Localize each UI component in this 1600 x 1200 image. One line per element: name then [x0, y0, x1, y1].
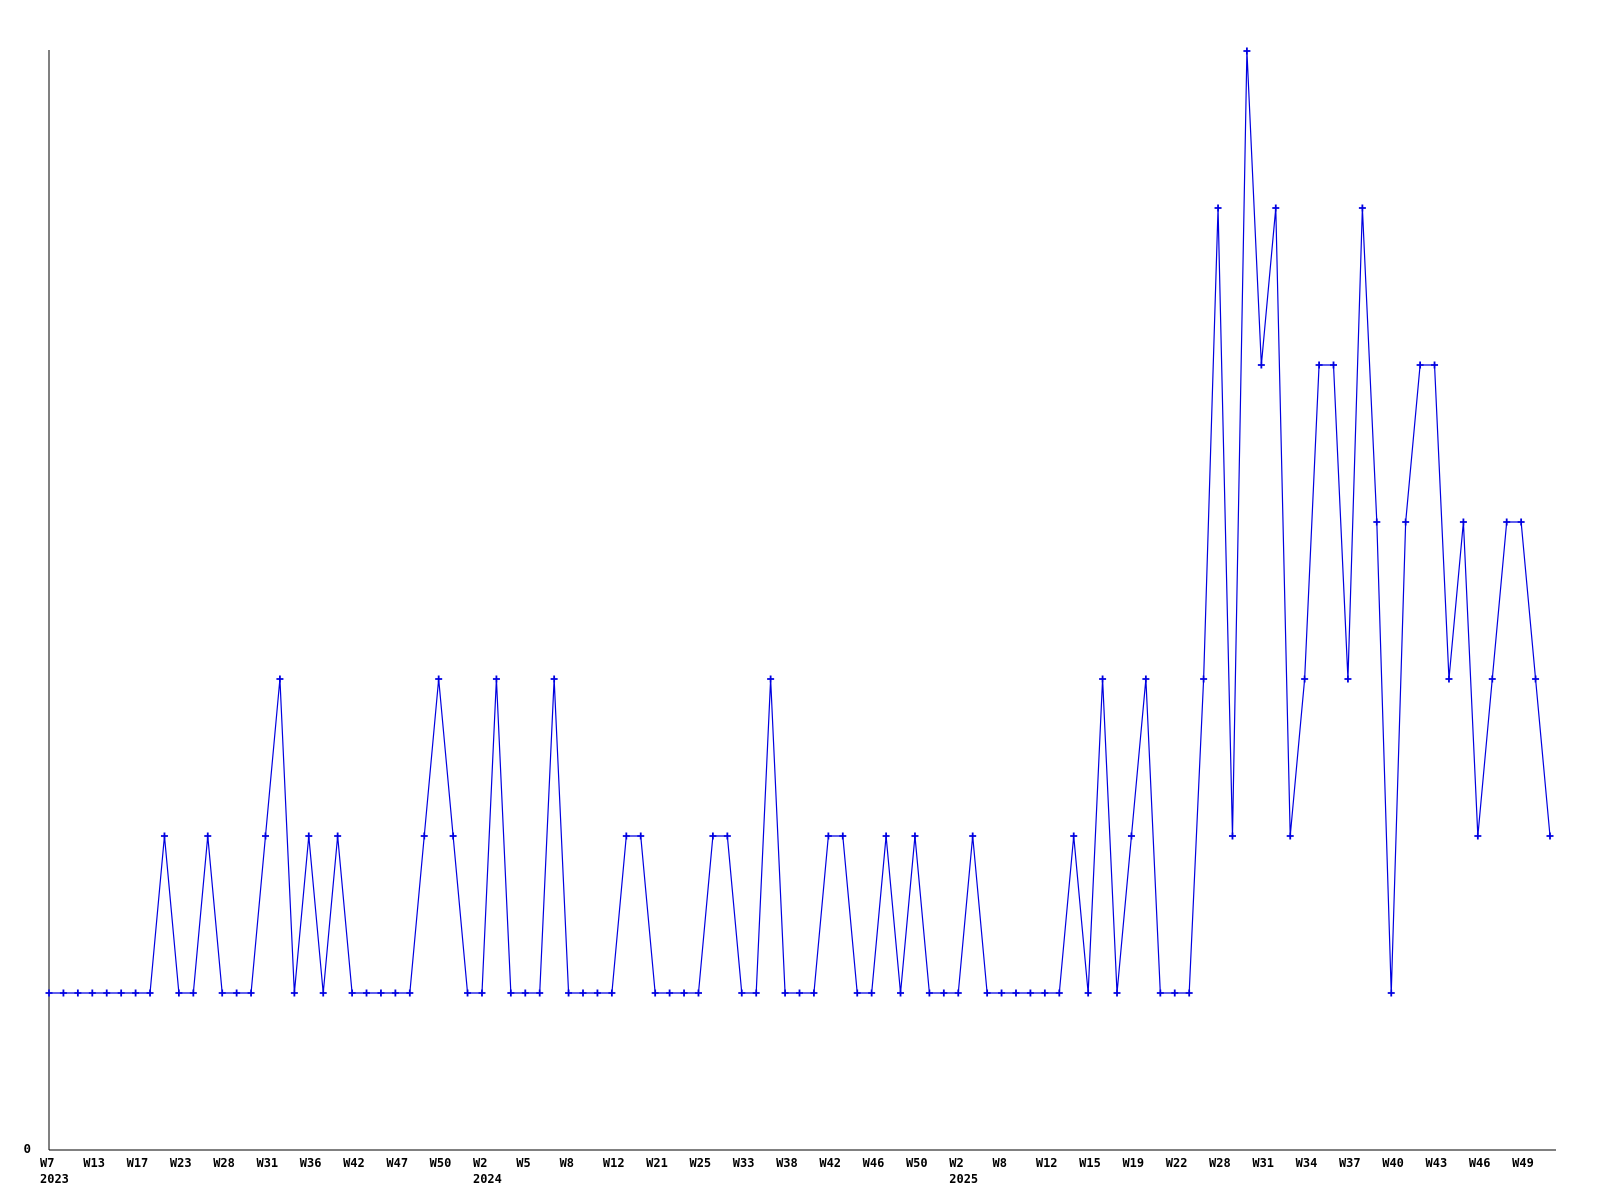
x-tick-label: W34 — [1296, 1156, 1318, 1170]
x-tick-label: W42 — [819, 1156, 841, 1170]
x-tick-label: W8 — [993, 1156, 1007, 1170]
x-tick-label: W19 — [1122, 1156, 1144, 1170]
x-tick-label: W21 — [646, 1156, 668, 1170]
x-tick-label: W2 — [949, 1156, 963, 1170]
x-tick-label: W31 — [1252, 1156, 1274, 1170]
x-tick-label: W49 — [1512, 1156, 1534, 1170]
x-tick-label: W47 — [386, 1156, 408, 1170]
year-label: 2023 — [40, 1172, 69, 1186]
x-tick-label: W22 — [1166, 1156, 1188, 1170]
x-tick-label: W40 — [1382, 1156, 1404, 1170]
x-tick-label: W38 — [776, 1156, 798, 1170]
x-tick-label: W25 — [689, 1156, 711, 1170]
x-tick-label: W43 — [1426, 1156, 1448, 1170]
year-label: 2024 — [473, 1172, 502, 1186]
x-tick-label: W23 — [170, 1156, 192, 1170]
x-tick-label: W5 — [516, 1156, 530, 1170]
x-tick-label: W42 — [343, 1156, 365, 1170]
x-tick-label: W31 — [256, 1156, 278, 1170]
x-tick-label: W37 — [1339, 1156, 1361, 1170]
x-tick-label: W28 — [213, 1156, 235, 1170]
year-label: 2025 — [949, 1172, 978, 1186]
x-tick-label: W50 — [430, 1156, 452, 1170]
series-line — [49, 50, 1551, 994]
x-tick-label: W46 — [1469, 1156, 1491, 1170]
x-tick-label: W28 — [1209, 1156, 1231, 1170]
x-tick-label: W7 — [40, 1156, 54, 1170]
y-zero-label: 0 — [23, 1141, 31, 1156]
x-tick-label: W2 — [473, 1156, 487, 1170]
x-tick-label: W15 — [1079, 1156, 1101, 1170]
x-tick-label: W8 — [560, 1156, 574, 1170]
data-point-markers — [45, 47, 1554, 997]
x-tick-label: W36 — [300, 1156, 322, 1170]
x-tick-label: W33 — [733, 1156, 755, 1170]
x-tick-label: W50 — [906, 1156, 928, 1170]
x-tick-label: W46 — [863, 1156, 885, 1170]
x-tick-label: W12 — [1036, 1156, 1058, 1170]
x-tick-label: W12 — [603, 1156, 625, 1170]
x-tick-label: W13 — [83, 1156, 105, 1170]
x-tick-label: W17 — [127, 1156, 149, 1170]
